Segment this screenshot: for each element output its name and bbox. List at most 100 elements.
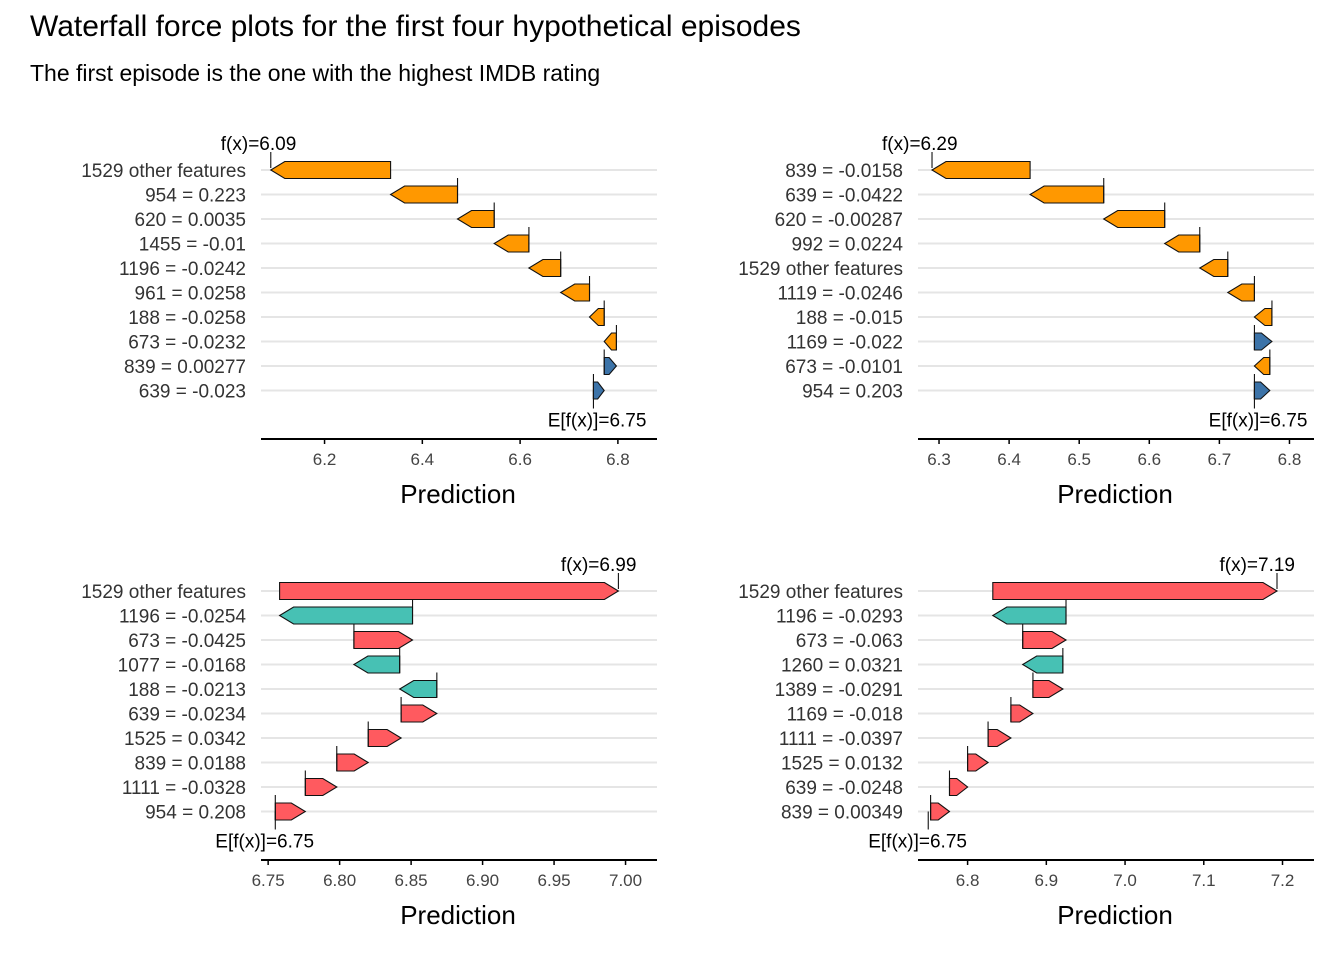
feature-label: 1196 = -0.0254 [119, 607, 246, 628]
waterfall-bar [1198, 258, 1229, 278]
waterfall-bar [603, 356, 618, 376]
waterfall-bar [389, 185, 459, 204]
fx-label: f(x)=6.29 [882, 134, 958, 155]
x-axis-title: Prediction [400, 900, 516, 930]
waterfall-bar [1022, 630, 1068, 650]
waterfall-panel-3: 1529 other features 1196 = -0.0254 673 = -… [81, 555, 657, 930]
feature-label: 1525 = 0.0342 [124, 729, 246, 750]
waterfall-bar [1253, 356, 1271, 376]
feature-label: 1455 = -0.01 [139, 235, 246, 256]
waterfall-bar [493, 234, 530, 253]
waterfall-bar [588, 307, 605, 327]
x-axis-title: Prediction [1057, 900, 1173, 930]
waterfall-bar [1253, 332, 1273, 351]
x-tick-label: 7.2 [1271, 871, 1295, 890]
feature-label: 954 = 0.208 [145, 803, 246, 824]
waterfall-bar [1253, 381, 1271, 400]
feature-label: 1196 = -0.0242 [119, 259, 246, 280]
waterfall-bar [987, 728, 1012, 748]
feature-label: 1111 = -0.0397 [779, 729, 903, 750]
feature-label: 1529 other features [738, 259, 903, 280]
waterfall-bar [336, 753, 370, 772]
feature-label: 839 = 0.0188 [135, 754, 246, 775]
waterfall-bar [948, 777, 969, 797]
x-tick-label: 6.4 [411, 450, 435, 469]
waterfall-bar [1102, 209, 1166, 229]
waterfall-bar [527, 258, 562, 278]
feature-label: 639 = -0.023 [139, 382, 246, 403]
waterfall-bar [603, 332, 617, 351]
x-tick-label: 6.5 [1067, 450, 1091, 469]
x-tick-label: 6.95 [538, 871, 571, 890]
waterfall-bar [353, 630, 414, 650]
waterfall-bar [400, 704, 438, 723]
waterfall-panel-4: 1529 other features 1196 = -0.0293 673 = -… [738, 555, 1314, 930]
waterfall-bar [992, 581, 1279, 601]
waterfall-bar [274, 802, 307, 821]
feature-label: 673 = -0.0425 [128, 631, 246, 652]
waterfall-bar [352, 655, 401, 674]
fx-label: f(x)=7.19 [1219, 555, 1295, 576]
waterfall-bar [1010, 704, 1034, 723]
feature-label: 673 = -0.0101 [785, 357, 903, 378]
waterfall-bar [279, 581, 620, 601]
feature-label: 1529 other features [738, 582, 903, 603]
waterfall-bar [1163, 234, 1201, 253]
x-tick-label: 6.7 [1208, 450, 1232, 469]
waterfall-bar [456, 209, 495, 229]
x-tick-label: 6.9 [1035, 871, 1059, 890]
waterfall-bar [930, 802, 951, 821]
efx-label: E[f(x)]=6.75 [868, 832, 967, 853]
feature-label: 1525 = 0.0132 [781, 754, 903, 775]
feature-label: 620 = 0.0035 [135, 210, 246, 231]
waterfall-bar [991, 606, 1067, 625]
x-tick-label: 6.6 [508, 450, 532, 469]
x-tick-label: 6.90 [466, 871, 499, 890]
x-tick-label: 7.0 [1113, 871, 1137, 890]
feature-label: 839 = -0.0158 [785, 161, 903, 182]
feature-label: 839 = 0.00349 [781, 803, 903, 824]
x-tick-label: 6.8 [606, 450, 630, 469]
efx-label: E[f(x)]=6.75 [1209, 411, 1308, 432]
feature-label: 1529 other features [81, 161, 246, 182]
x-tick-label: 7.00 [609, 871, 642, 890]
x-tick-label: 7.1 [1192, 871, 1216, 890]
feature-label: 839 = 0.00277 [124, 357, 246, 378]
fx-label: f(x)=6.99 [561, 555, 637, 576]
x-tick-label: 6.8 [1278, 450, 1302, 469]
waterfall-bar [592, 381, 605, 400]
waterfall-bar [1029, 185, 1105, 204]
feature-label: 1260 = 0.0321 [781, 656, 903, 677]
feature-label: 673 = -0.063 [796, 631, 903, 652]
waterfall-bar [398, 679, 438, 699]
feature-label: 188 = -0.0258 [128, 308, 246, 329]
feature-label: 639 = -0.0248 [785, 778, 903, 799]
waterfall-bar [278, 606, 414, 625]
x-tick-label: 6.3 [927, 450, 951, 469]
waterfall-bar [367, 728, 403, 748]
feature-label: 954 = 0.203 [802, 382, 903, 403]
waterfall-panel-2: 839 = -0.0158 639 = -0.0422 620 = -0.00287… [738, 134, 1314, 509]
waterfall-bar [1253, 307, 1273, 327]
x-tick-label: 6.6 [1137, 450, 1161, 469]
waterfall-bar [559, 283, 591, 302]
chart-title: Waterfall force plots for the first four… [30, 10, 801, 43]
chart-subtitle: The first episode is the one with the hi… [30, 60, 601, 86]
waterfall-bar [304, 777, 338, 797]
waterfall-bar [269, 160, 392, 180]
feature-label: 1169 = -0.022 [787, 333, 903, 354]
waterfall-bar [1226, 283, 1255, 302]
x-tick-label: 6.8 [956, 871, 980, 890]
x-axis-title: Prediction [1057, 479, 1173, 509]
x-axis-title: Prediction [400, 479, 516, 509]
feature-label: 188 = -0.015 [796, 308, 903, 329]
waterfall-bar [930, 160, 1031, 180]
feature-label: 961 = 0.0258 [135, 284, 246, 305]
x-tick-label: 6.75 [252, 871, 285, 890]
x-tick-label: 6.2 [313, 450, 337, 469]
waterfall-bar [1032, 679, 1064, 699]
waterfall-bar [1021, 655, 1064, 674]
feature-label: 1196 = -0.0293 [776, 607, 903, 628]
efx-label: E[f(x)]=6.75 [215, 832, 314, 853]
